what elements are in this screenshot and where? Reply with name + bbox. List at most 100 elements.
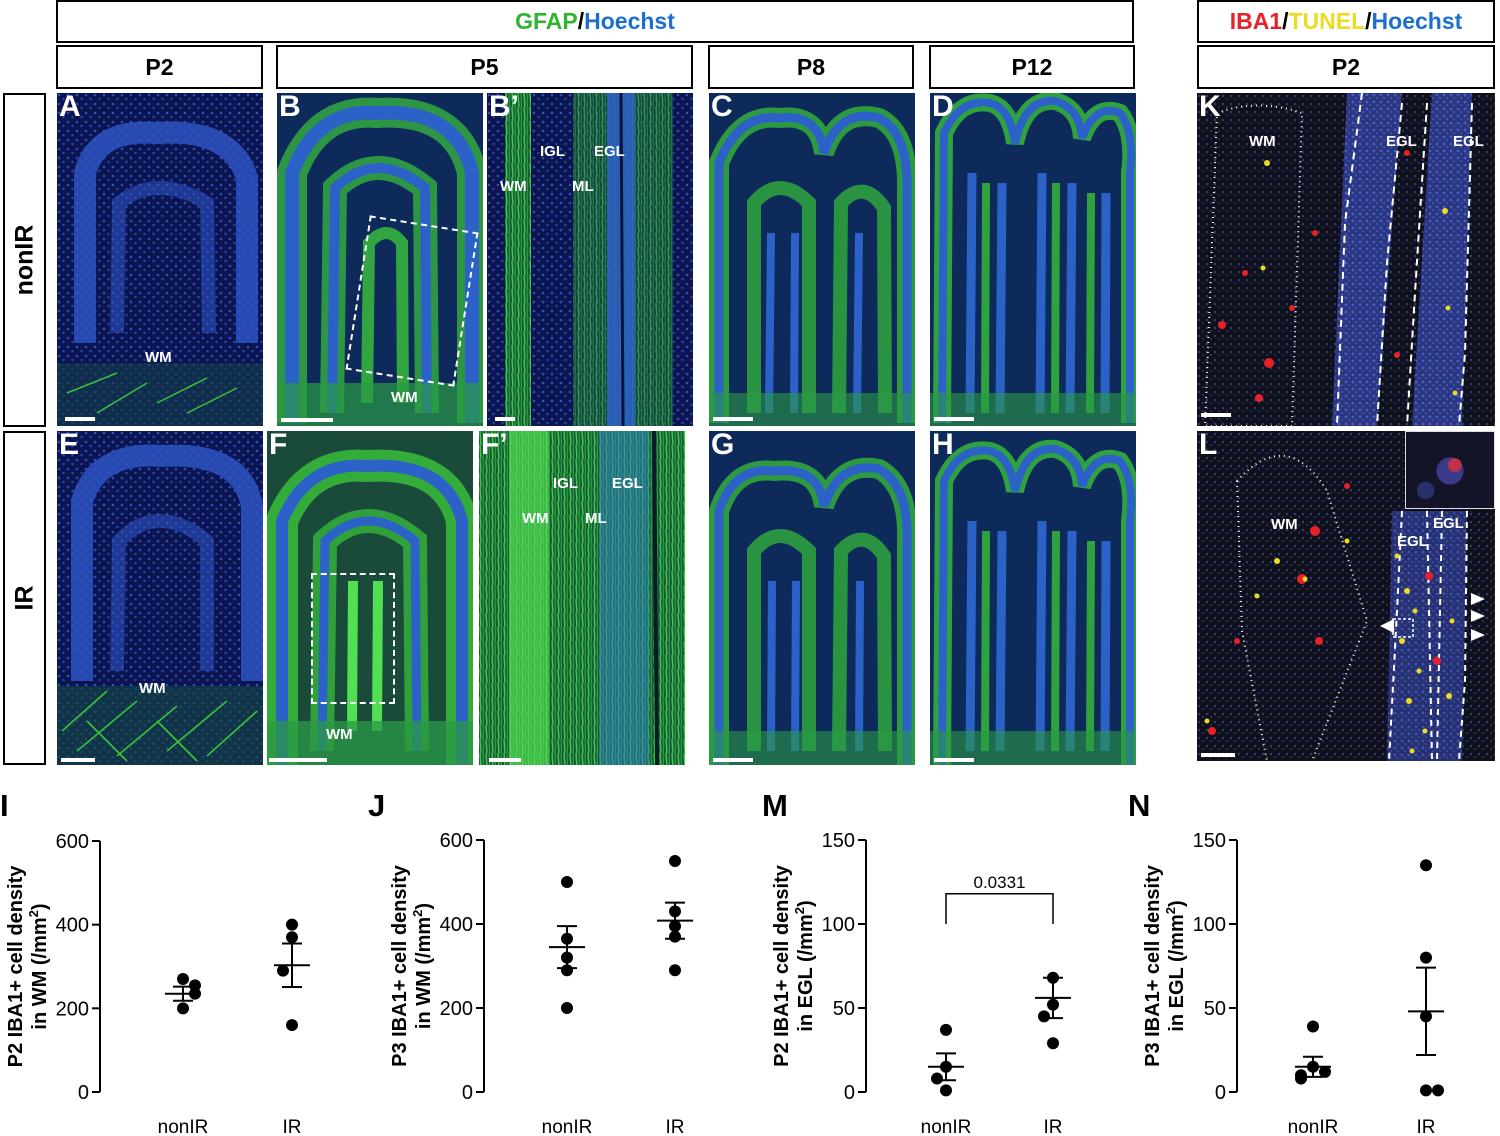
region-label-egl: EGL [612,475,643,492]
x-category-label: nonIR [1288,1117,1339,1136]
scale-bar [934,758,974,762]
data-point [286,918,298,931]
data-point [931,1072,943,1085]
y-tick-label: 0 [1215,1082,1226,1104]
y-tick-label: 200 [440,998,473,1020]
y-axis-label: P3 IBA1+ cell density [1142,864,1164,1067]
region-label-wm: WM [500,178,527,195]
y-axis-label-line2: in EGL (/mm2) [1163,900,1188,1031]
age-header-p2: P2 [56,45,263,89]
scale-bar [269,758,327,762]
data-point [669,964,681,977]
region-label-egl: EGL [1386,133,1417,150]
panel-letter: K [1199,93,1221,123]
y-tick-label: 100 [1193,914,1226,936]
iba1-label: IBA1 [1229,8,1283,34]
y-axis-label-line2: in EGL (/mm2) [792,900,817,1031]
region-label-wm: WM [145,349,172,366]
y-tick-label: 150 [1193,830,1226,852]
y-tick-label: 150 [822,830,855,852]
y-tick-label: 600 [440,830,473,852]
panel-letter: F [269,431,288,461]
scale-bar [489,758,521,762]
scale-bar [65,417,95,421]
micrograph-panel-a: A WM [57,93,263,426]
y-tick-label: 50 [1204,998,1226,1020]
y-axis-label: P2 IBA1+ cell density [5,865,27,1068]
slash: / [1365,8,1372,34]
scale-bar [1201,413,1231,417]
micrograph-panel-h: H [930,431,1136,765]
micrograph-panel-b-prime: B’ IGL EGL WM ML [487,93,693,426]
micrograph-panel-g: G [709,431,915,765]
data-point [177,1002,189,1015]
x-category-label: IR [1044,1117,1063,1136]
significance-bracket [945,893,1054,924]
graph-letter-i: I [0,788,9,823]
region-label-egl: EGL [594,143,625,160]
scale-bar [1201,753,1235,757]
y-tick-label: 200 [56,998,89,1020]
data-point [940,1084,952,1097]
micrograph-panel-e: E WM [57,431,263,765]
panel-letter: B [279,93,301,123]
zoom-region-box [311,573,395,704]
y-tick-label: 50 [833,998,855,1020]
tunel-label: TUNEL [1288,8,1366,34]
scale-bar [934,417,974,421]
region-label-wm: WM [139,680,166,697]
y-axis-label-line2: in WM (/mm2) [26,903,51,1029]
data-point [286,1019,298,1032]
micrograph-panel-f: F WM [267,431,473,765]
y-tick-label: 0 [844,1082,855,1104]
graph-letter-j: J [368,788,386,823]
graph-letter-m: M [762,788,788,823]
region-label-wm: WM [326,726,353,743]
y-tick-label: 0 [78,1082,89,1104]
data-point [940,1023,952,1036]
data-point [1047,1037,1059,1050]
y-tick-label: 0 [462,1082,473,1104]
slash: / [1282,8,1289,34]
region-label-wm: WM [391,389,418,406]
panel-letter: F’ [481,431,508,461]
data-point [1420,859,1432,872]
data-point [1319,1065,1331,1078]
region-label-wm: WM [1249,133,1276,150]
data-point [1307,1020,1319,1033]
magnified-inset [1405,431,1495,509]
y-axis-label-line2: in WM (/mm2) [410,903,435,1029]
slash: / [577,8,585,34]
scale-bar [713,758,753,762]
region-label-ml: ML [572,178,594,195]
micrograph-panel-d: D [930,93,1136,426]
y-axis-label: P3 IBA1+ cell density [389,864,411,1067]
hoechst-label: Hoechst [584,8,675,34]
gfap-hoechst-header: GFAP / Hoechst [56,0,1134,43]
x-category-label: nonIR [542,1117,593,1136]
gfap-label: GFAP [515,8,578,34]
scale-bar [61,758,95,762]
x-category-label: IR [283,1117,302,1136]
region-label-wm: WM [1271,516,1298,533]
region-label-igl: IGL [540,143,565,160]
data-point [669,855,681,867]
panel-letter: A [59,93,81,123]
micrograph-panel-k: K WM EGL EGL [1197,93,1495,426]
scale-bar [281,418,333,422]
data-point [1038,1010,1050,1023]
data-point [277,964,289,977]
y-axis-label: P2 IBA1+ cell density [771,864,793,1067]
data-point [561,1002,573,1014]
y-tick-label: 400 [56,915,89,937]
y-tick-label: 400 [440,914,473,936]
scale-bar [495,417,515,421]
data-point [561,876,573,888]
row-label-ir: IR [3,431,46,765]
region-label-wm: WM [522,510,549,527]
micrograph-panel-c: C [709,93,915,426]
panel-letter: C [711,93,733,123]
